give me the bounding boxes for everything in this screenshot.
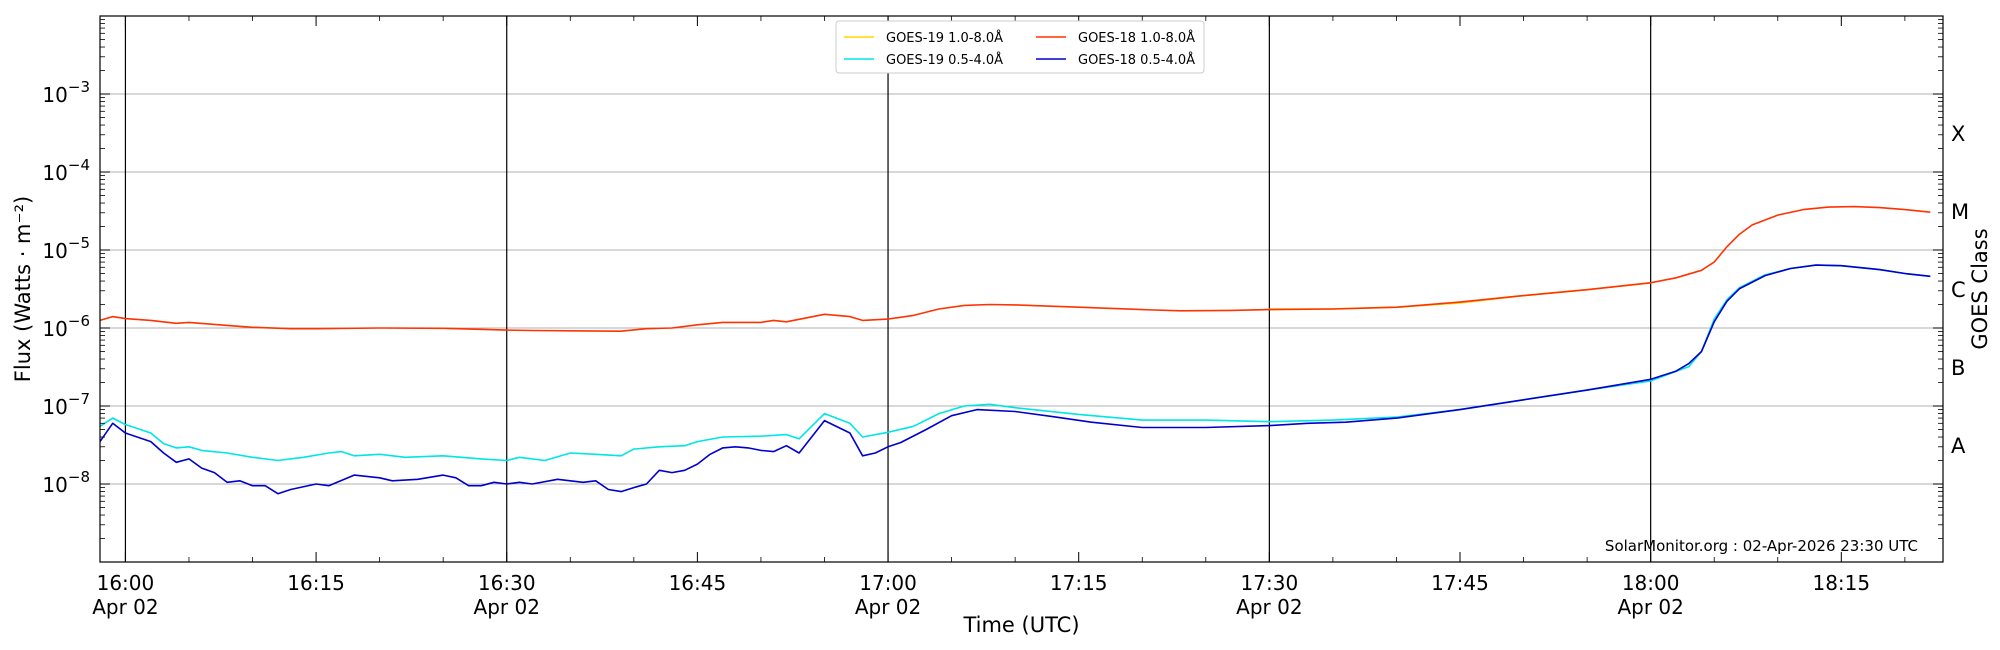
x-tick-label: 17:00 (859, 571, 917, 595)
goes-class-axis: A B C M X (1951, 122, 1969, 458)
x-tick-date-label: Apr 02 (474, 595, 540, 619)
legend-box (835, 20, 1205, 74)
legend-label: GOES-18 0.5-4.0Å (1078, 52, 1195, 68)
x-tick-date-label: Apr 02 (855, 595, 921, 619)
plot-frame (99, 15, 1944, 563)
x-axis-title: Time (UTC) (962, 613, 1079, 637)
y-tick-label: 10−8 (42, 468, 90, 497)
x-tick-label: 16:30 (478, 571, 536, 595)
series-line-1 (99, 205, 1931, 333)
x-tick-label: 17:30 (1241, 571, 1299, 595)
goes-class-axis-title: GOES Class (1968, 228, 1992, 349)
goes-class-label: B (1951, 356, 1965, 380)
x-tick-label: 18:00 (1622, 571, 1680, 595)
x-tick-date-label: Apr 02 (92, 595, 158, 619)
x-tick-date-label: Apr 02 (1617, 595, 1683, 619)
x-tick-label: 16:45 (669, 571, 727, 595)
goes-class-label: M (1951, 200, 1969, 224)
y-tick-label: 10−6 (42, 312, 90, 341)
series-line-2 (99, 264, 1931, 462)
legend-label: GOES-18 1.0-8.0Å (1078, 30, 1195, 46)
goes-class-label: C (1951, 278, 1966, 302)
y-tick-label: 10−3 (42, 78, 90, 107)
x-tick-label: 16:00 (97, 571, 155, 595)
legend-label: GOES-19 0.5-4.0Å (886, 52, 1003, 68)
x-tick-label: 16:15 (287, 571, 345, 595)
series-lines (99, 205, 1931, 495)
series-line-0 (1269, 282, 1651, 310)
goes-class-label: A (1951, 434, 1966, 458)
y-tick-label: 10−4 (42, 156, 90, 185)
y-axis-title: Flux (Watts · m⁻²) (11, 196, 35, 382)
series-line-3 (99, 264, 1931, 495)
legend: GOES-19 1.0-8.0Å GOES-19 0.5-4.0Å GOES-18 … (835, 20, 1205, 74)
grid (100, 16, 1943, 562)
y-tick-label: 10−7 (42, 390, 90, 419)
x-tick-label: 17:15 (1050, 571, 1108, 595)
x-tick-date-label: Apr 02 (1236, 595, 1302, 619)
source-annotation: SolarMonitor.org : 02-Apr-2026 23:30 UTC (1605, 537, 1918, 555)
x-tick-label: 17:45 (1431, 571, 1489, 595)
goes-class-label: X (1951, 122, 1965, 146)
y-tick-label: 10−5 (42, 234, 90, 263)
x-tick-label: 18:15 (1812, 571, 1870, 595)
legend-label: GOES-19 1.0-8.0Å (886, 30, 1003, 46)
